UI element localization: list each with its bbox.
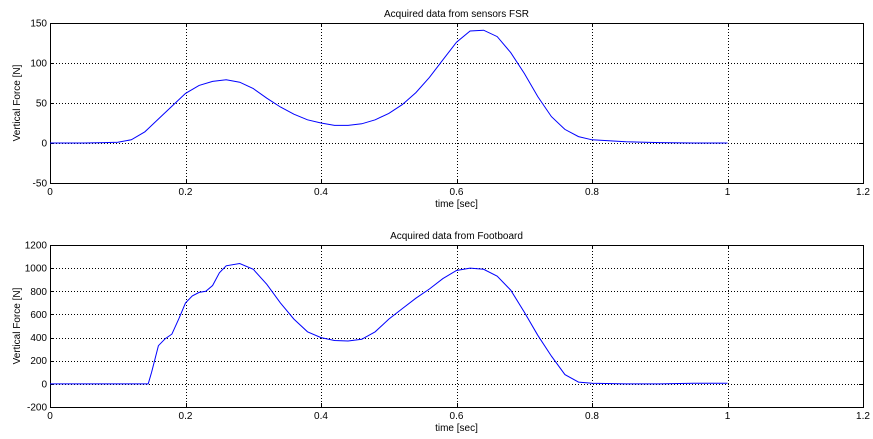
x-axis-label: time [sec] bbox=[435, 199, 478, 210]
y-tick-label: 1200 bbox=[25, 241, 48, 252]
x-axis-label: time [sec] bbox=[435, 423, 478, 434]
grid-lines bbox=[50, 23, 863, 183]
x-tick-label: 1 bbox=[725, 187, 731, 198]
y-tick-label: -200 bbox=[27, 403, 47, 414]
x-tick-label: 0.8 bbox=[585, 187, 599, 198]
x-tick-labels: 0 0.2 0.4 0.6 0.8 1 1.2 bbox=[47, 411, 870, 422]
x-tick-label: 0.4 bbox=[314, 187, 328, 198]
series-line bbox=[50, 29, 728, 144]
y-tick-label: 0 bbox=[41, 379, 47, 390]
y-tick-label: 600 bbox=[30, 310, 47, 321]
y-tick-label: 800 bbox=[30, 287, 47, 298]
x-tick-label: 1 bbox=[725, 411, 731, 422]
x-tick-label: 0 bbox=[47, 187, 53, 198]
y-tick-label: 1000 bbox=[25, 264, 48, 275]
y-tick-label: 0 bbox=[41, 139, 47, 150]
x-tick-label: 0.4 bbox=[314, 411, 328, 422]
y-tick-labels: -50 0 50 100 150 bbox=[30, 19, 47, 190]
tick-marks bbox=[50, 245, 864, 408]
y-tick-label: -50 bbox=[33, 179, 48, 190]
x-tick-label: 0.2 bbox=[179, 187, 193, 198]
x-tick-labels: 0 0.2 0.4 0.6 0.8 1 1.2 bbox=[47, 187, 870, 198]
tick-marks bbox=[50, 23, 864, 184]
y-tick-label: 150 bbox=[30, 19, 47, 30]
series-line bbox=[50, 262, 728, 385]
y-tick-label: 400 bbox=[30, 333, 47, 344]
chart-title: Acquired data from Footboard bbox=[390, 231, 523, 242]
x-tick-label: 0.2 bbox=[179, 411, 193, 422]
y-tick-label: 100 bbox=[30, 59, 47, 70]
y-tick-label: 50 bbox=[36, 99, 48, 110]
chart-title: Acquired data from sensors FSR bbox=[384, 9, 529, 20]
x-tick-label: 0.6 bbox=[450, 187, 464, 198]
y-axis-label: Vertical Force [N] bbox=[12, 64, 23, 141]
x-tick-label: 1.2 bbox=[856, 187, 870, 198]
grid-lines bbox=[50, 245, 863, 407]
y-tick-labels: -200 0 200 400 600 800 1000 1200 bbox=[25, 241, 48, 414]
x-tick-label: 0.6 bbox=[450, 411, 464, 422]
x-tick-label: 0 bbox=[47, 411, 53, 422]
x-tick-label: 0.8 bbox=[585, 411, 599, 422]
x-tick-label: 1.2 bbox=[856, 411, 870, 422]
chart-footboard: 0 0.2 0.4 0.6 0.8 1 1.2 -200020040060080010001… bbox=[12, 231, 870, 434]
y-tick-label: 200 bbox=[30, 356, 47, 367]
y-axis-label: Vertical Force [N] bbox=[12, 287, 23, 364]
